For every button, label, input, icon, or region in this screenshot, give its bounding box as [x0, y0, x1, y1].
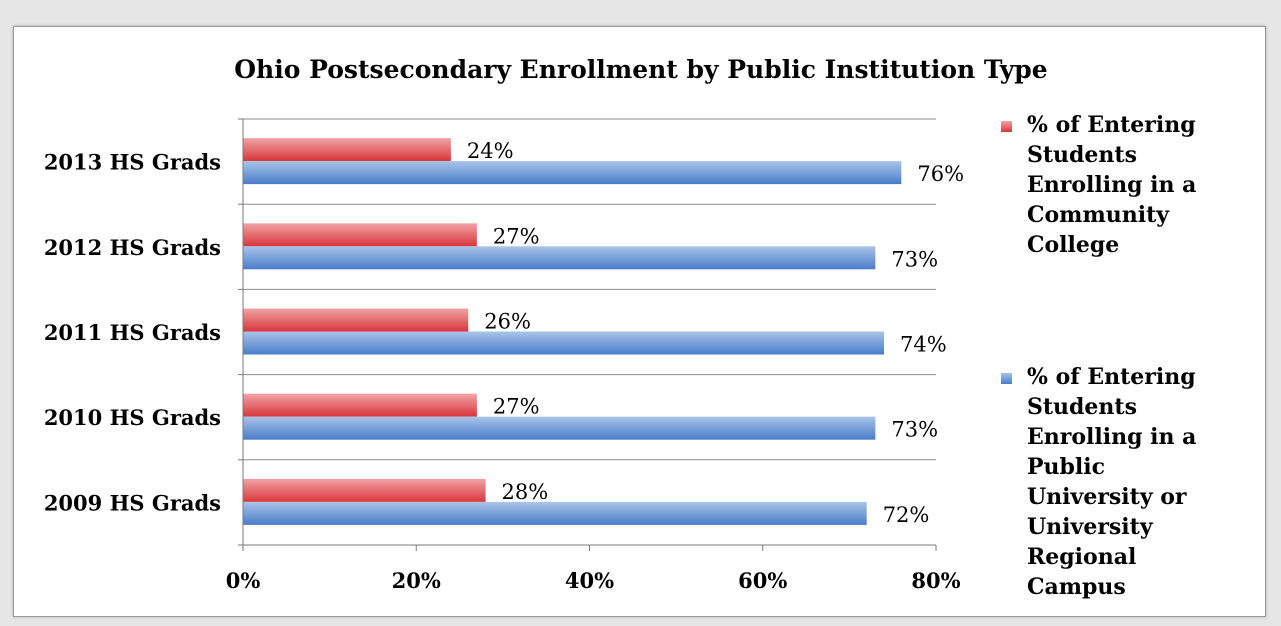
chart-frame: Ohio Postsecondary Enrollment by Public …: [13, 26, 1266, 617]
data-label: 24%: [467, 139, 514, 163]
legend-label: Regional: [1027, 544, 1136, 570]
bar-community-college: [243, 393, 477, 417]
bar-community-college: [243, 138, 451, 162]
bar-public-university: [243, 331, 885, 355]
x-tick-label: 60%: [738, 568, 787, 593]
bar-public-university: [243, 416, 876, 440]
data-label: 27%: [493, 224, 540, 248]
category-label: 2013 HS Grads: [44, 150, 221, 175]
chart: Ohio Postsecondary Enrollment by Public …: [44, 55, 1197, 600]
legend-swatch: [1001, 373, 1012, 384]
data-label: 74%: [900, 333, 947, 357]
chart-title: Ohio Postsecondary Enrollment by Public …: [234, 55, 1047, 84]
data-label: 73%: [891, 247, 938, 271]
legend-label: Enrolling in a: [1027, 172, 1196, 198]
x-tick-label: 80%: [911, 568, 960, 593]
x-tick-label: 0%: [226, 568, 261, 593]
legend-label: Students: [1027, 142, 1137, 168]
x-tick-label: 20%: [392, 568, 441, 593]
data-label: 26%: [484, 310, 531, 334]
legend-label: % of Entering: [1027, 112, 1196, 138]
legend-label: Campus: [1027, 574, 1126, 600]
category-label: 2010 HS Grads: [44, 405, 221, 430]
legend-label: College: [1027, 232, 1119, 258]
category-label: 2011 HS Grads: [44, 320, 221, 345]
bar-community-college: [243, 308, 469, 332]
data-label: 72%: [883, 503, 930, 527]
data-label: 73%: [891, 418, 938, 442]
bar-community-college: [243, 478, 486, 502]
legend-label: Enrolling in a: [1027, 424, 1196, 450]
plot-area: 24% 76% 2013 HS Grads 27% 73% 2012 HS Grads 26…: [44, 118, 964, 593]
legend-label: University or: [1027, 484, 1187, 510]
category-label: 2012 HS Grads: [44, 235, 221, 260]
bar-community-college: [243, 223, 477, 247]
bar-public-university: [243, 246, 876, 270]
legend-label: University: [1027, 514, 1154, 540]
legend-swatch: [1001, 121, 1012, 132]
legend-label: Students: [1027, 394, 1137, 420]
category-label: 2009 HS Grads: [44, 490, 221, 515]
legend-label: Community: [1027, 202, 1170, 228]
x-tick-label: 40%: [565, 568, 614, 593]
legend-label: Public: [1027, 454, 1105, 480]
bar-public-university: [243, 501, 867, 525]
data-label: 28%: [502, 480, 549, 504]
data-label: 27%: [493, 395, 540, 419]
legend: % of Entering Students Enrolling in a Commu…: [1001, 112, 1196, 600]
data-label: 76%: [917, 162, 964, 186]
bar-public-university: [243, 161, 902, 185]
legend-label: % of Entering: [1027, 364, 1196, 390]
